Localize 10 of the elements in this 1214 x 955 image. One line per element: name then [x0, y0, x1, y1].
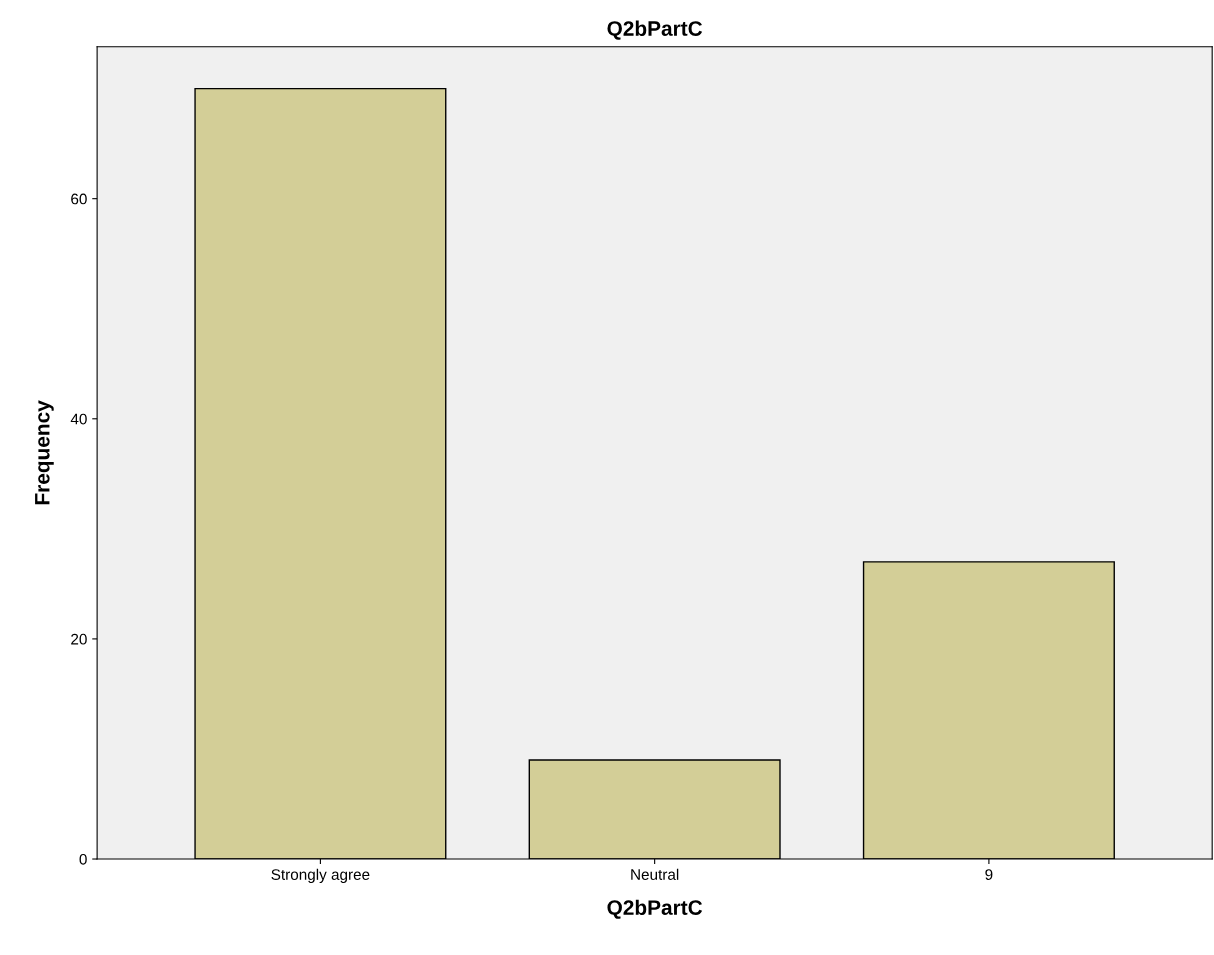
x-tick-label: 9 [985, 869, 993, 880]
y-tick-label: 0 [79, 853, 87, 865]
y-axis-title: Frequency [35, 400, 54, 505]
chart-title: Q2bPartC [607, 20, 703, 40]
x-tick-label: Neutral [631, 868, 679, 880]
y-tick-label: 20 [71, 633, 87, 645]
y-tick-label: 60 [71, 193, 87, 205]
x-tick-label: Strongly agree [271, 868, 370, 883]
y-tick-label: 40 [70, 413, 87, 425]
x-axis-title: Q2bPartC [607, 899, 703, 919]
